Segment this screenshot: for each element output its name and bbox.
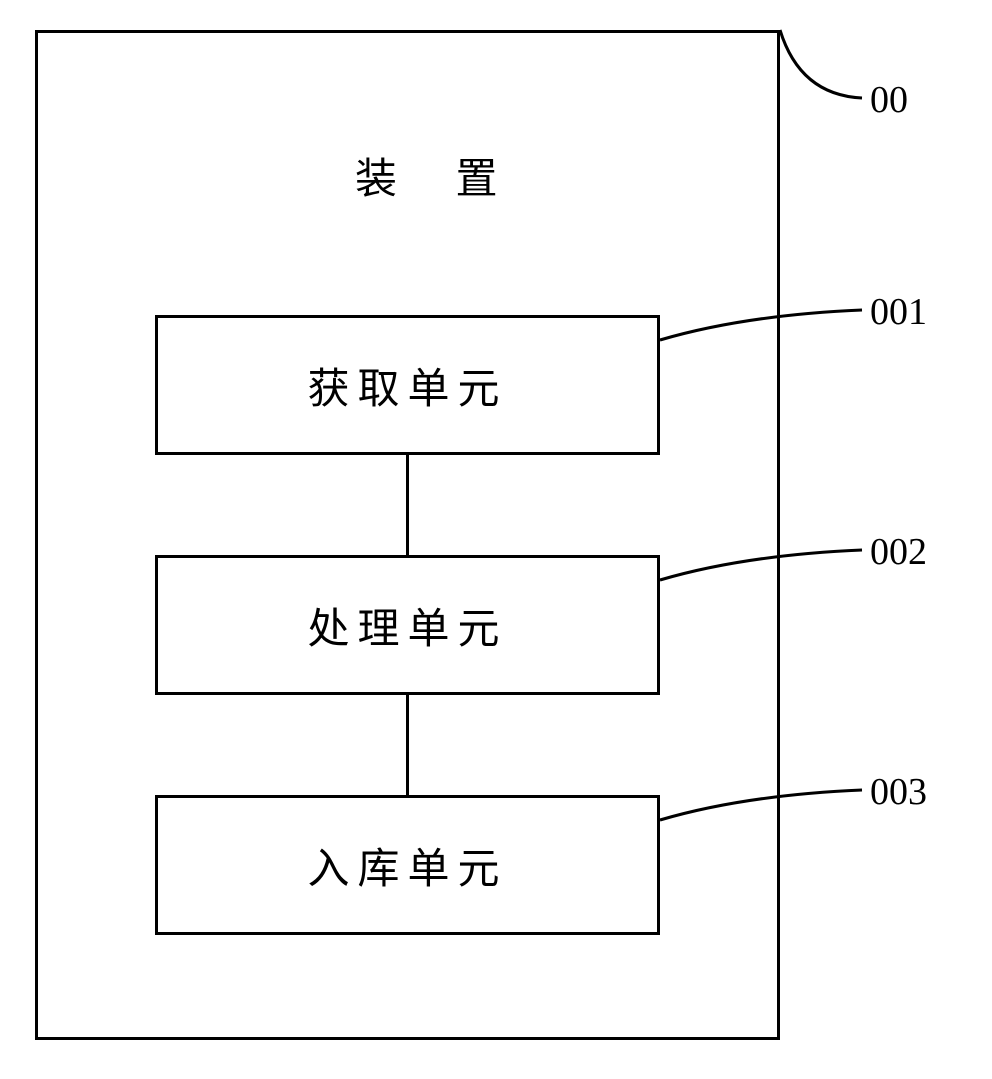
label-node-3: 003 xyxy=(870,770,927,814)
label-node-1: 001 xyxy=(870,290,927,334)
label-node-2: 002 xyxy=(870,530,927,574)
label-container: 00 xyxy=(870,78,908,122)
leader-node-3 xyxy=(0,0,992,1079)
